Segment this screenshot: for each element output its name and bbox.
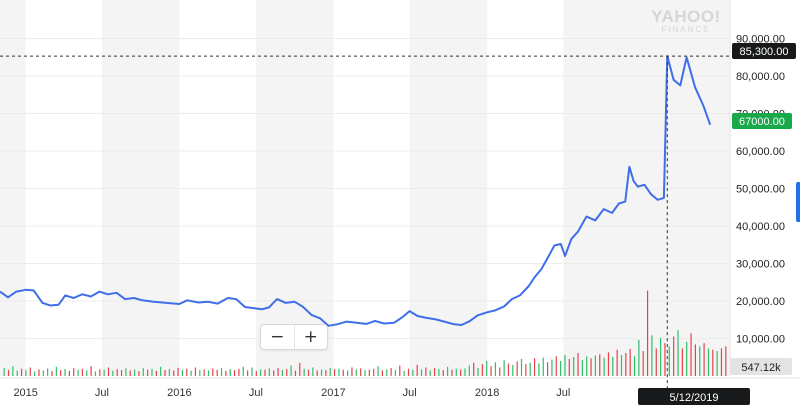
price-line (0, 55, 712, 327)
zoom-control: − + (260, 324, 328, 350)
x-tick-label: 2015 (13, 387, 37, 399)
y-axis: 10,000.00 20,000.00 30,000.00 40,000.00 50,0… (736, 34, 785, 346)
crosshair-price-tag: 85,300.00 (732, 43, 796, 59)
x-tick-label: 2017 (321, 387, 345, 399)
volume-tag: 547.12k (730, 358, 792, 375)
zoom-out-button[interactable]: − (270, 327, 285, 347)
x-tick-label: Jul (249, 387, 263, 399)
last-price-tag: 67000.00 (732, 113, 792, 129)
x-tick-label: 2018 (475, 387, 499, 399)
y-tick-label: 60,000.00 (736, 146, 785, 158)
volume-bars (3, 290, 727, 376)
crosshair-date-text: 5/12/2019 (670, 392, 719, 404)
watermark-line2: FINANCE (661, 25, 711, 34)
last-price-text: 67000.00 (739, 116, 785, 128)
y-tick-label: 80,000.00 (736, 71, 785, 83)
watermark-line1: YAHOO! (651, 7, 721, 26)
gridlines (0, 0, 731, 376)
crosshair-date-tag: 5/12/2019 (638, 388, 750, 405)
y-tick-label: 40,000.00 (736, 221, 785, 233)
x-tick-label: Jul (95, 387, 109, 399)
y-tick-label: 20,000.00 (736, 296, 785, 308)
y-tick-label: 50,000.00 (736, 184, 785, 196)
yahoo-finance-watermark: YAHOO! FINANCE (646, 8, 726, 34)
y-tick-label: 30,000.00 (736, 259, 785, 271)
y-tick-label: 90,000.00 (736, 34, 785, 46)
zoom-in-button[interactable]: + (293, 325, 328, 349)
side-panel-handle[interactable] (796, 182, 800, 222)
y-tick-label: 10,000.00 (736, 334, 785, 346)
crosshair-price-text: 85,300.00 (740, 46, 789, 58)
x-tick-label: Jul (403, 387, 417, 399)
x-axis: 2015 Jul 2016 Jul 2017 Jul 2018 Jul (0, 377, 800, 399)
x-tick-label: Jul (556, 387, 570, 399)
x-tick-label: 2016 (167, 387, 191, 399)
volume-readout-text: 547.12k (741, 362, 781, 374)
